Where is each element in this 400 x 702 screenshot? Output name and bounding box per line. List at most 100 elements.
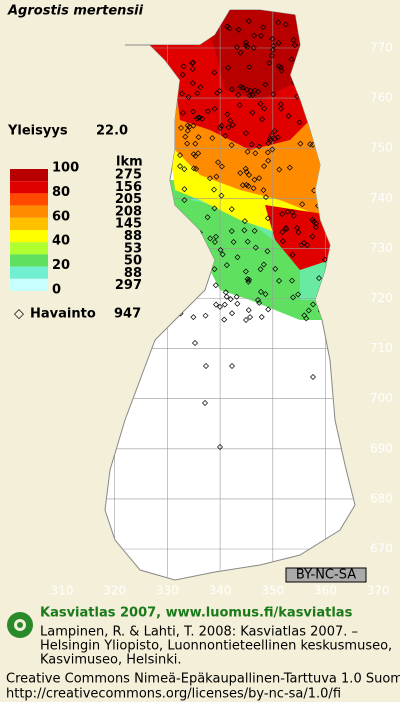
easting-label: 330 (156, 584, 179, 598)
legend-swatch (10, 181, 48, 194)
legend-swatch (10, 205, 48, 218)
observation-dot (278, 105, 285, 112)
count-label: 156 (115, 180, 142, 195)
observation-dot (288, 277, 295, 284)
observation-dot (209, 135, 216, 142)
observation-dot (246, 171, 253, 178)
observation-dot (217, 303, 224, 310)
scale-label: 20 (52, 258, 70, 273)
observation-dot (181, 166, 188, 173)
observation-dot (266, 60, 273, 67)
observation-dot (246, 276, 253, 283)
observation-dot (202, 400, 208, 406)
observation-dot (190, 122, 197, 129)
observation-dot (193, 165, 200, 172)
frequency-label: Yleisyys (7, 124, 68, 139)
observation-dot (236, 102, 243, 109)
observation-dot (195, 134, 202, 141)
frequency-value: 22.0 (96, 124, 128, 139)
legend-swatch (10, 254, 48, 267)
observation-dot (304, 242, 311, 249)
observation-dot (218, 163, 225, 170)
observation-dot (184, 127, 191, 134)
observation-dot (284, 208, 291, 215)
observation-dot (289, 251, 296, 258)
observation-dot (184, 122, 191, 129)
observation-dot (202, 312, 209, 319)
observation-dot (321, 256, 328, 263)
observation-dot (235, 91, 242, 98)
observation-dot (258, 313, 265, 320)
observation-dot (225, 64, 232, 71)
count-header: lkm (116, 155, 143, 170)
observation-dot (218, 122, 225, 129)
observation-dot (258, 32, 265, 39)
observation-dot (271, 128, 278, 135)
easting-label: 350 (261, 584, 284, 598)
observation-dot (184, 140, 191, 147)
observation-dot (228, 228, 235, 235)
observation-dot (282, 225, 289, 232)
observation-dot (229, 122, 236, 129)
observation-dot (235, 26, 242, 33)
northing-label: 720 (370, 291, 393, 305)
observation-dot (276, 277, 283, 284)
observation-dot (189, 60, 196, 67)
observation-dot (251, 32, 258, 39)
observation-dot (180, 63, 187, 70)
license-badge[interactable] (285, 567, 367, 583)
observation-dot (245, 18, 252, 25)
observation-dot (269, 35, 276, 42)
species-title: Agrostis mertensii (7, 4, 144, 19)
observation-dot (193, 115, 200, 122)
observation-dot (310, 218, 317, 225)
scale-label: 60 (52, 209, 70, 224)
observation-dot (204, 108, 211, 115)
observation-dot (181, 197, 188, 204)
legend-swatch (10, 230, 48, 243)
observation-dot (229, 363, 235, 369)
observation-dot (296, 119, 303, 126)
observation-dot (288, 56, 295, 63)
observation-dot (310, 301, 317, 308)
observation-dot (316, 275, 323, 282)
observation-dot (218, 192, 225, 199)
license-line[interactable]: http://creativecommons.org/licenses/by-n… (6, 687, 341, 702)
observation-dot (243, 39, 250, 46)
observation-dot (286, 164, 293, 171)
observation-dot (312, 220, 319, 227)
observation-dot (295, 229, 302, 236)
observation-dot (282, 21, 289, 28)
observation-dot (190, 108, 197, 115)
citation-line: Lampinen, R. & Lahti, T. 2008: Kasviatla… (40, 625, 358, 640)
observation-dot (262, 81, 269, 88)
observation-dot (309, 233, 316, 240)
observation-dot (197, 84, 204, 91)
observation-dot (290, 294, 297, 301)
observation-dot (307, 141, 314, 148)
obs-label: Havainto (30, 307, 96, 322)
observation-dot (190, 314, 197, 321)
logo (7, 612, 33, 638)
count-label: 205 (115, 192, 142, 207)
observation-dot (268, 132, 275, 139)
observation-dot (221, 301, 228, 308)
observation-dot (228, 142, 235, 149)
observation-dot (234, 254, 241, 261)
observation-dot (213, 301, 220, 308)
easting-label: 370 (367, 584, 390, 598)
legend-swatch (10, 217, 48, 230)
northing-label: 750 (370, 141, 393, 155)
observation-dot (229, 310, 236, 317)
observation-dot (192, 140, 199, 147)
observation-dot (242, 268, 249, 275)
observation-dot (265, 306, 272, 313)
observation-dot (221, 316, 228, 323)
observation-dot (228, 86, 235, 93)
observation-dot (219, 251, 226, 258)
observation-dot (227, 296, 234, 303)
observation-dot (211, 105, 218, 112)
citation-line: Helsingin Yliopisto, Luonnontieteellinen… (40, 639, 392, 654)
